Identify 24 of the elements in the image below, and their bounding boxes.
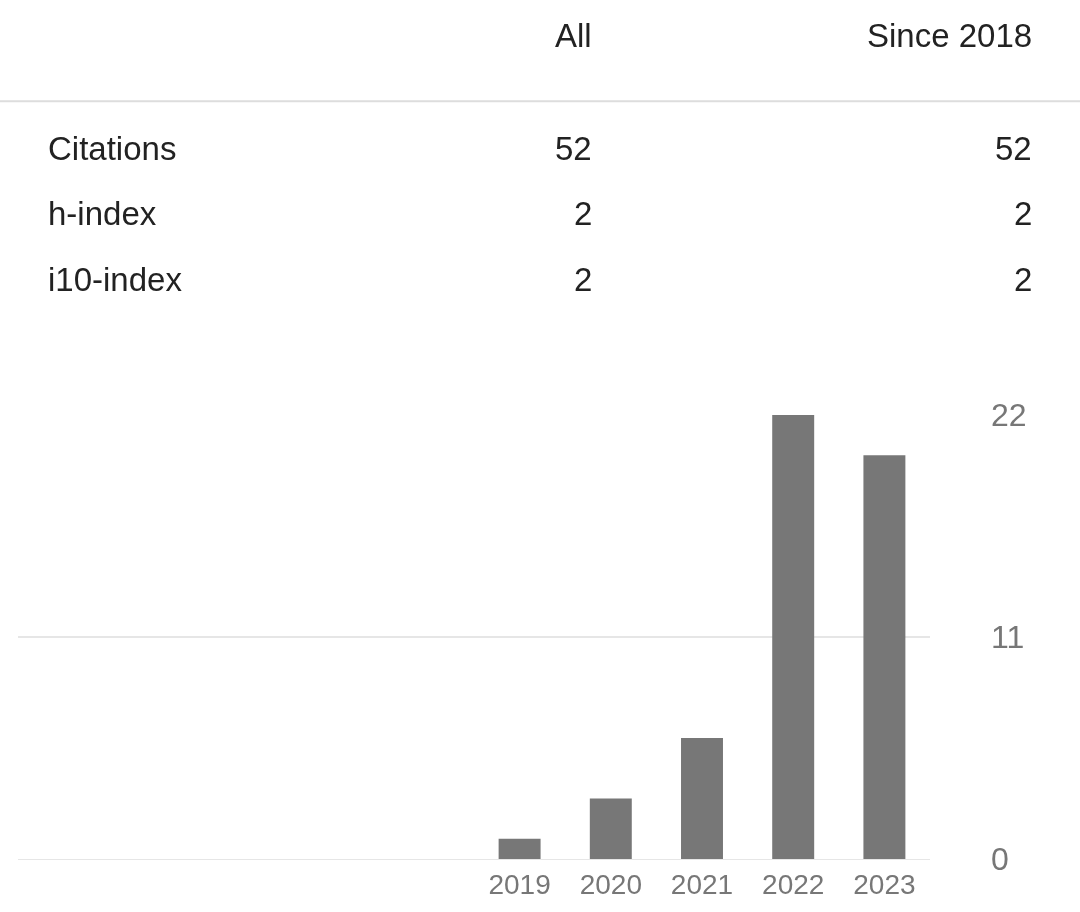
text: 2	[574, 261, 593, 298]
bar	[863, 455, 906, 859]
text: Since 2018	[867, 17, 1033, 54]
y-tick-label: 22	[991, 397, 1027, 434]
text: 2	[1014, 261, 1033, 298]
x-tick-label: 2021	[670, 868, 734, 900]
text: Citations	[48, 130, 177, 167]
x-tick-label: 2023	[853, 868, 916, 900]
text: 2	[574, 195, 593, 232]
bar	[681, 737, 723, 859]
text: 52	[995, 130, 1032, 167]
bar	[589, 798, 632, 859]
bar	[498, 838, 541, 859]
text: All	[555, 17, 592, 54]
x-tick-label: 2019	[488, 868, 551, 900]
text: 52	[555, 130, 592, 167]
y-tick-label: 0	[991, 841, 1009, 878]
text: i10-index	[48, 261, 183, 298]
x-tick-label: 2022	[762, 868, 825, 900]
x-tick-label: 2020	[579, 868, 642, 900]
y-tick-label: 11	[991, 619, 1025, 656]
text: 2	[1014, 195, 1033, 232]
bar	[772, 415, 815, 859]
text: h-index	[48, 195, 157, 232]
